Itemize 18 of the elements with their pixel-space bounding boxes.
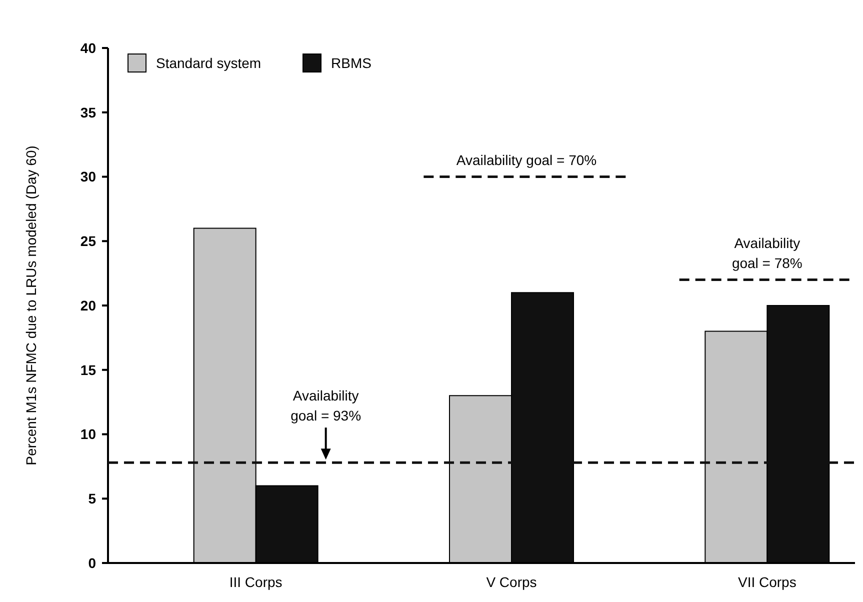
y-tick-label: 15 [80,362,96,378]
x-tick-label: VII Corps [738,574,796,590]
annotation: Availability goal = 70% [456,152,597,168]
annotation: Availability goal = 93% [290,388,362,424]
legend-label: Standard system [156,55,262,71]
y-tick-label: 40 [80,40,96,56]
y-tick-label: 25 [80,233,96,250]
y-tick-label: 30 [80,168,96,185]
y-tick-label: 10 [80,426,96,442]
annotation: Availability goal = 78% [732,234,802,271]
y-axis-title: Percent M1s NFMC due to LRUs modeled (Day 60) [23,146,39,466]
y-tick-label: 0 [88,554,96,571]
x-tick-label: III Corps [229,574,282,590]
y-tick-label: 20 [80,297,96,314]
y-tick-label: 5 [88,490,96,507]
legend-label: RBMS [331,55,372,71]
x-tick-label: V Corps [486,574,537,590]
y-tick-label: 35 [80,104,96,120]
